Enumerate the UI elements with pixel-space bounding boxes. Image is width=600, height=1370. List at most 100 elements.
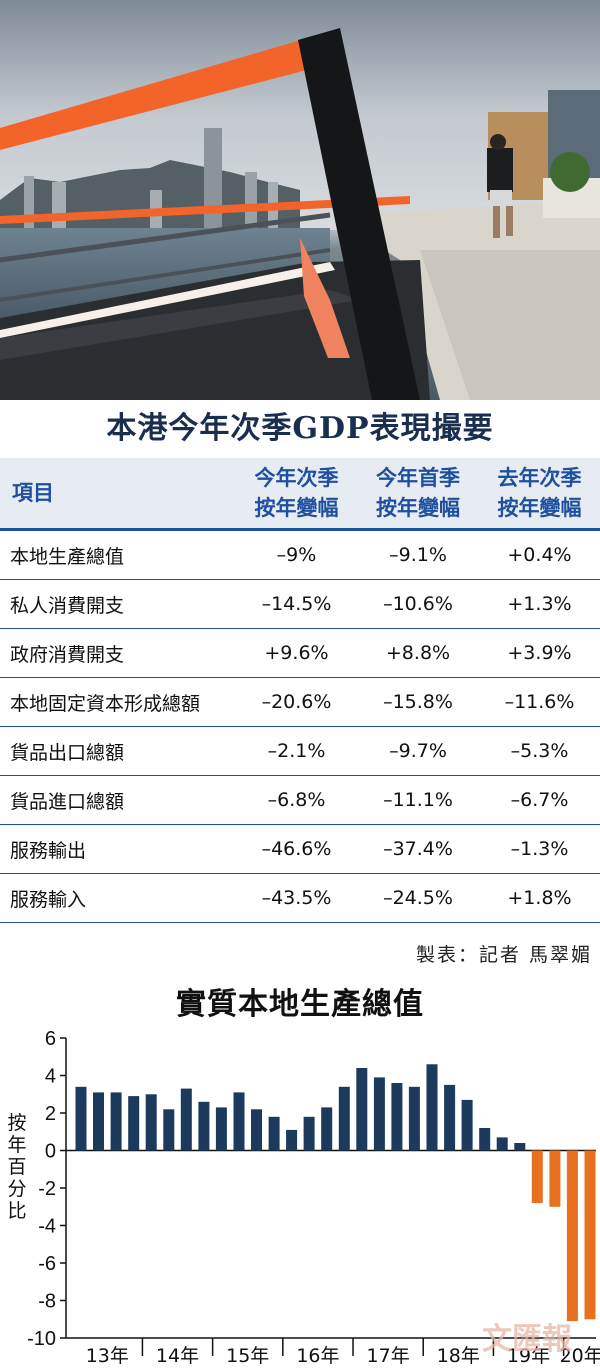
y-tick-label: 0 <box>45 1141 56 1163</box>
table-header-row: 項目 今年次季 按年變幅 今年首季 按年變幅 去年次季 按年變幅 <box>0 458 600 530</box>
x-tick-label: 15年 <box>226 1345 269 1367</box>
chart-bar <box>356 1068 368 1151</box>
row-value-q2-2019: +3.9% <box>479 628 600 678</box>
row-value-q2-2020: –14.5% <box>236 579 357 629</box>
table-row: 貨品出口總額 –2.1% –9.7% –5.3% <box>0 726 600 776</box>
row-value-q1-2020: –11.1% <box>357 775 479 825</box>
table-row: 本地固定資本形成總額 –20.6% –15.8% –11.6% <box>0 677 600 727</box>
chart-bar <box>531 1150 543 1203</box>
chart-bar <box>303 1116 315 1151</box>
row-value-q2-2019: –11.6% <box>479 677 600 727</box>
table-credit: 製表：記者 馬翠媚 <box>415 944 592 966</box>
row-label: 政府消費開支 <box>0 628 236 678</box>
row-value-q1-2020: –10.6% <box>357 579 479 629</box>
row-value-q2-2019: –6.7% <box>479 775 600 825</box>
y-tick-label: 2 <box>45 1103 56 1125</box>
chart-bar <box>321 1107 333 1151</box>
row-label: 本地生產總值 <box>0 528 236 580</box>
header-q2-2020: 今年次季 按年變幅 <box>236 458 357 530</box>
row-value-q2-2020: –2.1% <box>236 726 357 776</box>
x-tick-label: 18年 <box>437 1345 480 1367</box>
x-tick-label: 16年 <box>296 1345 339 1367</box>
x-tick-label: 17年 <box>367 1345 410 1367</box>
chart-bar <box>479 1128 491 1151</box>
table-row: 服務輸入 –43.5% –24.5% +1.8% <box>0 873 600 923</box>
y-tick-label: -8 <box>38 1291 56 1313</box>
chart-bar <box>233 1092 245 1151</box>
y-tick-label: -10 <box>27 1328 56 1350</box>
header-q1-2020-line1: 今年首季 <box>376 466 460 490</box>
row-value-q2-2019: +1.3% <box>479 579 600 629</box>
row-value-q1-2020: +8.8% <box>357 628 479 678</box>
y-tick-label: 4 <box>45 1066 56 1088</box>
chart-title: 實質本地生產總值 <box>176 987 424 1022</box>
x-tick-label: 14年 <box>156 1345 199 1367</box>
chart-bar <box>408 1086 420 1151</box>
chart-bar <box>198 1101 210 1151</box>
chart-bar <box>391 1083 403 1151</box>
header-q2-2019: 去年次季 按年變幅 <box>479 458 600 530</box>
header-q2-2020-line2: 按年變幅 <box>254 496 339 520</box>
harbour-promenade-photo <box>0 0 600 400</box>
row-label: 私人消費開支 <box>0 579 236 629</box>
chart-bar <box>566 1150 578 1322</box>
row-value-q1-2020: –9.1% <box>357 528 479 580</box>
table-row: 服務輸出 –46.6% –37.4% –1.3% <box>0 824 600 874</box>
header-q1-2020-line2: 按年變幅 <box>376 496 460 520</box>
y-tick-label: -4 <box>38 1216 56 1238</box>
chart-bar <box>163 1109 175 1151</box>
row-value-q2-2020: –6.8% <box>236 775 357 825</box>
row-label: 服務輸入 <box>0 873 236 923</box>
row-value-q2-2020: –46.6% <box>236 824 357 874</box>
chart-bar <box>93 1092 104 1151</box>
x-tick-label: 20年 <box>560 1345 600 1367</box>
chart-bar <box>215 1107 227 1151</box>
row-label: 本地固定資本形成總額 <box>0 677 236 727</box>
header-q1-2020: 今年首季 按年變幅 <box>357 458 479 530</box>
chart-bar <box>426 1064 438 1151</box>
header-photo <box>0 0 600 400</box>
header-q2-2019-line1: 去年次季 <box>497 466 582 490</box>
row-value-q2-2020: +9.6% <box>236 628 357 678</box>
table-row: 私人消費開支 –14.5% –10.6% +1.3% <box>0 579 600 629</box>
chart-bar <box>584 1150 596 1320</box>
row-value-q2-2020: –43.5% <box>236 873 357 923</box>
y-tick-label: 6 <box>45 1028 56 1050</box>
table-title: 本港今年次季GDP表現撮要 <box>106 411 494 446</box>
row-value-q1-2020: –37.4% <box>357 824 479 874</box>
row-value-q2-2019: –5.3% <box>479 726 600 776</box>
row-value-q2-2019: +1.8% <box>479 873 600 923</box>
chart-y-axis-label: 按年百分比 <box>7 1112 27 1222</box>
header-item: 項目 <box>0 458 236 530</box>
chart-bar <box>251 1109 262 1151</box>
row-value-q1-2020: –9.7% <box>357 726 479 776</box>
row-label: 貨品出口總額 <box>0 726 236 776</box>
row-value-q1-2020: –24.5% <box>357 873 479 923</box>
table-row: 本地生產總值 –9% –9.1% +0.4% <box>0 528 600 580</box>
table-row: 貨品進口總額 –6.8% –11.1% –6.7% <box>0 775 600 825</box>
y-tick-label: -2 <box>38 1178 56 1200</box>
chart-bar <box>286 1129 298 1151</box>
chart-bar <box>514 1143 526 1151</box>
x-tick-label: 19年 <box>507 1345 550 1367</box>
gdp-summary-table: 項目 今年次季 按年變幅 今年首季 按年變幅 去年次季 按年變幅 本地生產總值 … <box>0 458 600 923</box>
chart-bar <box>110 1092 122 1151</box>
header-q2-2019-line2: 按年變幅 <box>497 496 582 520</box>
row-label: 貨品進口總額 <box>0 775 236 825</box>
y-tick-label: -6 <box>38 1253 56 1275</box>
row-value-q2-2020: –20.6% <box>236 677 357 727</box>
chart-bar <box>444 1084 456 1151</box>
newspaper-watermark: 文匯報 <box>482 1322 572 1357</box>
header-q2-2020-line1: 今年次季 <box>254 466 339 490</box>
chart-bar <box>180 1088 192 1151</box>
chart-bar <box>268 1116 280 1151</box>
table-row: 政府消費開支 +9.6% +8.8% +3.9% <box>0 628 600 678</box>
chart-bar <box>338 1086 350 1151</box>
chart-bar <box>461 1099 473 1151</box>
row-value-q2-2020: –9% <box>236 528 357 580</box>
chart-bar <box>549 1150 561 1207</box>
chart-bar <box>75 1086 87 1151</box>
chart-bar <box>496 1137 508 1151</box>
x-tick-label: 13年 <box>86 1345 129 1367</box>
